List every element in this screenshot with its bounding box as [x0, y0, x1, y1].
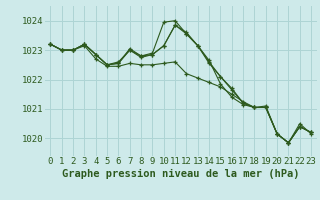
X-axis label: Graphe pression niveau de la mer (hPa): Graphe pression niveau de la mer (hPa) [62, 169, 300, 179]
